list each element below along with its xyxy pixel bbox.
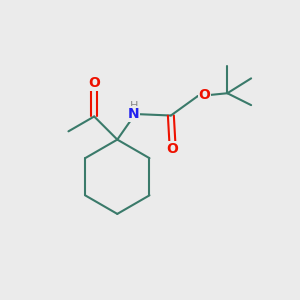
Text: O: O — [88, 76, 100, 90]
Text: O: O — [198, 88, 210, 102]
Text: N: N — [128, 107, 140, 121]
Text: O: O — [167, 142, 178, 156]
Text: H: H — [130, 101, 138, 111]
